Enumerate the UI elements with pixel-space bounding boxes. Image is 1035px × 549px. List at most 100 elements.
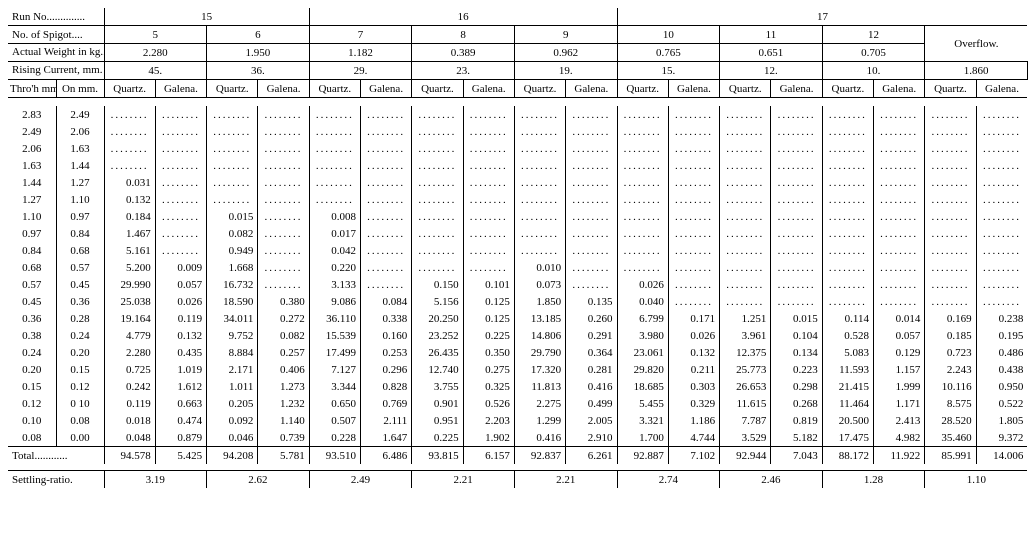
throh-cell: 2.83 [8, 106, 56, 123]
value-cell: ........ [360, 174, 411, 191]
value-cell: 0.119 [104, 395, 155, 412]
value-cell: ........ [874, 191, 925, 208]
value-cell: 0.329 [668, 395, 719, 412]
value-cell: ........ [771, 259, 822, 276]
q-7: Quartz. [309, 80, 360, 98]
value-cell: ........ [874, 174, 925, 191]
value-cell: 0.901 [412, 395, 463, 412]
value-cell: 4.982 [874, 429, 925, 447]
value-cell: ........ [463, 140, 514, 157]
value-cell: ........ [976, 106, 1027, 123]
value-cell: 1.467 [104, 225, 155, 242]
value-cell: ........ [514, 225, 565, 242]
value-cell: ........ [566, 259, 617, 276]
value-cell: 0.205 [207, 395, 258, 412]
value-cell: 17.499 [309, 344, 360, 361]
value-cell: ........ [566, 123, 617, 140]
value-cell: ........ [514, 191, 565, 208]
value-cell: 0.281 [566, 361, 617, 378]
value-cell: 1.805 [976, 412, 1027, 429]
value-cell: 17.475 [822, 429, 873, 447]
g-8: Galena. [463, 80, 514, 98]
value-cell: 0.253 [360, 344, 411, 361]
on-cell: 0.68 [56, 242, 104, 259]
value-cell: ........ [412, 106, 463, 123]
value-cell: 0.015 [771, 310, 822, 327]
value-cell: ........ [360, 242, 411, 259]
value-cell: 0.364 [566, 344, 617, 361]
value-cell: 9.086 [309, 293, 360, 310]
g-11: Galena. [771, 80, 822, 98]
value-cell: ........ [668, 174, 719, 191]
value-cell: ........ [412, 259, 463, 276]
value-cell: 3.321 [617, 412, 668, 429]
g-5: Galena. [155, 80, 206, 98]
value-cell: 0.134 [771, 344, 822, 361]
value-cell: 0.225 [463, 327, 514, 344]
value-cell: 0.291 [566, 327, 617, 344]
settling-1: 2.62 [207, 471, 310, 489]
value-cell: ........ [412, 242, 463, 259]
value-cell: 3.529 [720, 429, 771, 447]
value-cell: 4.779 [104, 327, 155, 344]
value-cell: ........ [771, 123, 822, 140]
weight-6: 1.950 [207, 44, 310, 62]
value-cell: 20.250 [412, 310, 463, 327]
value-cell: ........ [771, 225, 822, 242]
value-cell: 0.879 [155, 429, 206, 447]
value-cell: 0.486 [976, 344, 1027, 361]
value-cell: 0.042 [309, 242, 360, 259]
value-cell: ........ [514, 174, 565, 191]
value-cell: ........ [771, 140, 822, 157]
value-cell: 3.755 [412, 378, 463, 395]
on-cell: 0.12 [56, 378, 104, 395]
value-cell: ........ [822, 123, 873, 140]
value-cell: ........ [925, 208, 976, 225]
value-cell: ........ [874, 276, 925, 293]
value-cell: ........ [720, 174, 771, 191]
throh-cell: 0.20 [8, 361, 56, 378]
total-4: 93.510 [309, 447, 360, 465]
value-cell: 0.031 [104, 174, 155, 191]
value-cell: ........ [771, 157, 822, 174]
value-cell: 0.211 [668, 361, 719, 378]
value-cell: ........ [155, 242, 206, 259]
value-cell: 0.048 [104, 429, 155, 447]
value-cell: 1.700 [617, 429, 668, 447]
value-cell: 0.015 [207, 208, 258, 225]
total-7: 6.157 [463, 447, 514, 465]
value-cell: 0.228 [309, 429, 360, 447]
value-cell: 3.980 [617, 327, 668, 344]
value-cell: ........ [720, 293, 771, 310]
value-cell: ........ [360, 225, 411, 242]
total-17: 14.006 [976, 447, 1027, 465]
on-cell: 2.49 [56, 106, 104, 123]
value-cell: ........ [463, 157, 514, 174]
value-cell: 0.325 [463, 378, 514, 395]
on-cell: 0.36 [56, 293, 104, 310]
value-cell: 0.171 [668, 310, 719, 327]
value-cell: ........ [412, 174, 463, 191]
value-cell: ........ [720, 208, 771, 225]
value-cell: ........ [668, 157, 719, 174]
value-cell: 0.125 [463, 310, 514, 327]
value-cell: 0.225 [412, 429, 463, 447]
on-cell: 0.08 [56, 412, 104, 429]
value-cell: ........ [463, 208, 514, 225]
value-cell: ........ [668, 259, 719, 276]
value-cell: 0.125 [463, 293, 514, 310]
value-cell: 0.474 [155, 412, 206, 429]
value-cell: ........ [925, 225, 976, 242]
throh-cell: 0.38 [8, 327, 56, 344]
g-6: Galena. [258, 80, 309, 98]
value-cell: ........ [617, 191, 668, 208]
value-cell: ........ [155, 208, 206, 225]
settling-4: 2.21 [514, 471, 617, 489]
settling-5: 2.74 [617, 471, 720, 489]
settling-3: 2.21 [412, 471, 515, 489]
run-no-row: Run No.............. 15 16 17 [8, 8, 1027, 26]
value-cell: 2.203 [463, 412, 514, 429]
value-cell: 0.528 [822, 327, 873, 344]
data-row: 0.840.685.161........0.949........0.042.… [8, 242, 1027, 259]
on-cell: 0.00 [56, 429, 104, 447]
